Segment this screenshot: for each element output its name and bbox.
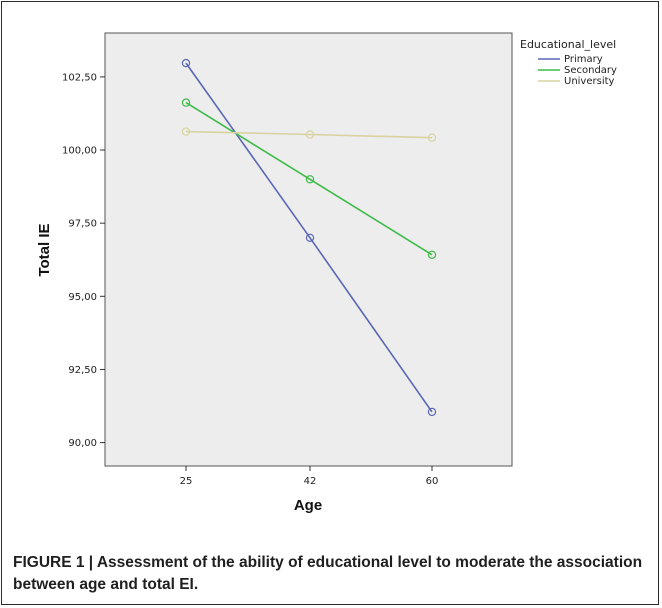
y-tick-label: 97,50: [68, 219, 97, 230]
y-axis-title: Total IE: [36, 223, 53, 276]
data-point-university: [305, 130, 315, 139]
legend-label-primary: Primary: [564, 54, 603, 65]
legend-label-secondary: Secondary: [564, 65, 617, 76]
series-line-secondary: [185, 101, 433, 256]
legend-title: Educational_level: [520, 38, 616, 51]
x-tick-label: 25: [180, 476, 193, 487]
x-axis-title: Age: [294, 497, 322, 514]
y-tick-label: 92,50: [68, 365, 97, 376]
data-point-university: [181, 127, 191, 136]
data-point-primary: [427, 407, 437, 417]
data-point-secondary: [305, 175, 315, 184]
series-line-primary: [185, 62, 433, 413]
series-lines: [185, 62, 433, 413]
y-tick-label: 102,50: [62, 72, 97, 83]
plot-area: [104, 32, 513, 467]
y-tick-label: 100,00: [62, 146, 97, 157]
data-point-primary: [305, 233, 315, 242]
x-axis: 25 42 60: [180, 466, 439, 487]
data-point-secondary: [427, 250, 437, 259]
y-axis: 90,00 92,50 95,00 97,50 100,00 102,50: [62, 72, 105, 449]
series-points: [181, 58, 437, 417]
data-point-university: [427, 133, 437, 142]
y-tick-label: 95,00: [68, 292, 97, 303]
x-tick-label: 42: [304, 476, 317, 487]
legend-label-university: University: [564, 76, 615, 87]
x-tick-label: 60: [426, 476, 439, 487]
data-point-primary: [181, 58, 191, 68]
figure-caption: FIGURE 1 | Assessment of the ability of …: [13, 554, 643, 593]
y-tick-label: 90,00: [68, 438, 97, 449]
series-line-university: [185, 130, 433, 139]
data-point-secondary: [181, 98, 191, 107]
